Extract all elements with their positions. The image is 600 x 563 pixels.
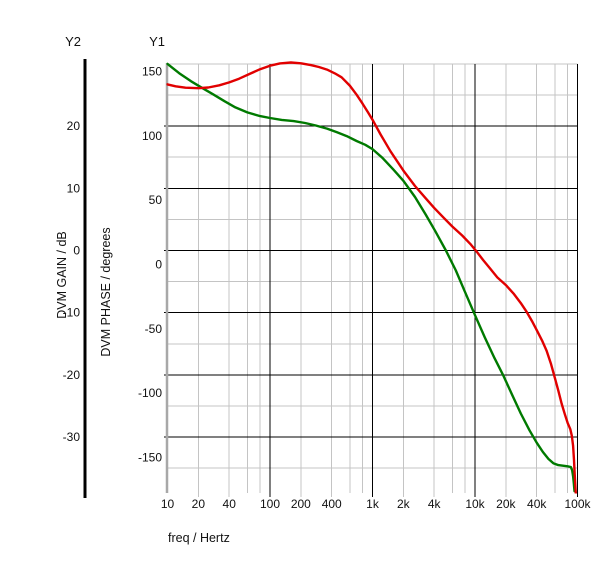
y1-header: Y1 <box>149 34 165 49</box>
y1-tick-label: 0 <box>155 258 162 272</box>
x-tick-label: 40k <box>527 497 547 511</box>
y2-tick-label: 0 <box>73 244 80 258</box>
y2-header: Y2 <box>65 34 81 49</box>
y1-tick-label: -100 <box>138 386 162 400</box>
x-tick-label: 100k <box>564 497 591 511</box>
y1-tick-label: 150 <box>142 64 162 78</box>
y2-tick-label: -30 <box>63 430 81 444</box>
x-tick-label: 10 <box>161 497 175 511</box>
gain-curve <box>166 62 576 493</box>
x-tick-label: 200 <box>291 497 311 511</box>
x-tick-label: 10k <box>465 497 485 511</box>
x-tick-label: 1k <box>366 497 380 511</box>
x-tick-label: 40 <box>223 497 237 511</box>
grid-minor <box>167 63 578 497</box>
grid-major <box>164 64 578 497</box>
y1-tick-label: -150 <box>138 451 162 465</box>
freq-axis-title: freq / Hertz <box>168 531 230 545</box>
x-tick-label: 20 <box>192 497 206 511</box>
phase-axis-title: DVM PHASE / degrees <box>99 227 113 356</box>
x-tick-label: 100 <box>260 497 280 511</box>
phase-curve <box>166 61 578 494</box>
y1-tick-label: 50 <box>149 193 163 207</box>
x-tick-label: 4k <box>428 497 442 511</box>
y1-tick-label: -50 <box>145 322 163 336</box>
x-tick-label: 20k <box>496 497 516 511</box>
y2-tick-label: 20 <box>67 119 81 133</box>
tick-labels: 10 20 40 100 200 400 1k 2k 4k 10k 20k 40k 100k20100-… <box>63 64 592 511</box>
curves <box>166 61 578 494</box>
y1-tick-label: 100 <box>142 129 162 143</box>
y2-tick-label: -10 <box>63 306 81 320</box>
gain-axis-title: DVM GAIN / dB <box>55 231 69 319</box>
x-tick-label: 400 <box>322 497 342 511</box>
x-tick-label: 2k <box>397 497 411 511</box>
y2-tick-label: 10 <box>67 181 81 195</box>
y2-tick-label: -20 <box>63 368 81 382</box>
